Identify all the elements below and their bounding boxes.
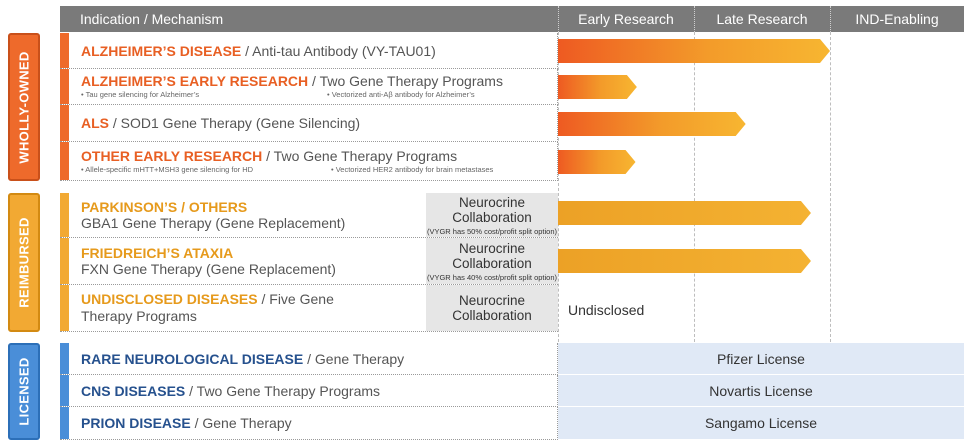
- program-mechanism: / Two Gene Therapy Programs: [185, 382, 381, 399]
- progress-arrow: [558, 39, 830, 63]
- license-band: Pfizer License: [558, 343, 964, 375]
- program-row-prion-disease: PRION DISEASE / Gene Therapy: [60, 407, 558, 440]
- header-indication: Indication / Mechanism: [60, 6, 558, 32]
- progress-arrow: [558, 249, 811, 273]
- program-sub-item: • Vectorized HER2 antibody for brain met…: [331, 164, 494, 174]
- program-mechanism: / SOD1 Gene Therapy (Gene Silencing): [109, 115, 361, 131]
- program-name: ALZHEIMER’S DISEASE: [81, 42, 242, 59]
- row-accent: [60, 193, 69, 237]
- header-late-research: Late Research: [694, 6, 830, 32]
- program-mechanism: / Gene Therapy: [303, 350, 405, 367]
- program-mechanism: / Two Gene Therapy Programs: [262, 147, 458, 164]
- collaboration-box: Neurocrine Collaboration (VYGR has 50% c…: [426, 193, 558, 237]
- program-row-friedreichs-ataxia: FRIEDREICH’S ATAXIA FXN Gene Therapy (Ge…: [60, 238, 558, 285]
- program-row-undisclosed-diseases: UNDISCLOSED DISEASES / Five Gene Therapy…: [60, 285, 558, 332]
- program-sub-item: • Tau gene silencing for Alzheimer’s: [81, 90, 200, 99]
- progress-arrow: [558, 201, 811, 225]
- program-row-rare-neurological: RARE NEUROLOGICAL DISEASE / Gene Therapy: [60, 343, 558, 375]
- collaboration-box: Neurocrine Collaboration: [426, 285, 558, 331]
- stage-divider: [558, 32, 559, 342]
- program-row-parkinsons: PARKINSON’S / OTHERS GBA1 Gene Therapy (…: [60, 193, 558, 238]
- progress-arrow: [558, 75, 637, 99]
- group-label-wholly-owned: WHOLLY-OWNED: [8, 33, 40, 181]
- group-label-reimbursed: REIMBURSED: [8, 193, 40, 332]
- program-sub-item: • Vectorized anti-Aβ antibody for Alzhei…: [327, 90, 475, 99]
- row-accent: [60, 238, 69, 284]
- row-accent: [60, 343, 69, 374]
- program-row-other-early-research: OTHER EARLY RESEARCH / Two Gene Therapy …: [60, 142, 558, 181]
- row-accent: [60, 142, 69, 180]
- header-divider: [694, 6, 695, 32]
- stage-divider: [830, 32, 831, 342]
- program-name: ALS: [81, 115, 109, 131]
- program-name: ALZHEIMER’S EARLY RESEARCH: [81, 73, 309, 89]
- program-mechanism: FXN Gene Therapy (Gene Replacement): [81, 261, 336, 277]
- program-mechanism: / Anti-tau Antibody (VY-TAU01): [241, 42, 436, 59]
- progress-arrow: [558, 112, 746, 136]
- row-accent: [60, 33, 69, 68]
- program-name: PRION DISEASE: [81, 415, 191, 431]
- row-accent: [60, 105, 69, 141]
- program-row-cns-diseases: CNS DISEASES / Two Gene Therapy Programs: [60, 375, 558, 407]
- program-name: RARE NEUROLOGICAL DISEASE: [81, 350, 304, 367]
- program-row-alzheimers: ALZHEIMER’S DISEASE / Anti-tau Antibody …: [60, 33, 558, 69]
- collaboration-box: Neurocrine Collaboration (VYGR has 40% c…: [426, 238, 558, 284]
- header-divider: [558, 6, 559, 32]
- header-ind-enabling: IND-Enabling: [830, 6, 964, 32]
- program-name: FRIEDREICH’S ATAXIA: [81, 245, 234, 261]
- header-early-research: Early Research: [558, 6, 694, 32]
- row-accent: [60, 375, 69, 406]
- program-sub-item: • Allele-specific mHTT+MSH3 gene silenci…: [81, 164, 254, 174]
- program-name: OTHER EARLY RESEARCH: [81, 147, 263, 164]
- program-name: PARKINSON’S / OTHERS: [81, 199, 248, 215]
- header-divider: [830, 6, 831, 32]
- row-accent: [60, 285, 69, 331]
- row-accent: [60, 407, 69, 439]
- program-mechanism: / Two Gene Therapy Programs: [308, 73, 503, 89]
- program-name: CNS DISEASES: [81, 382, 186, 399]
- progress-arrow: [558, 150, 636, 174]
- program-row-als: ALS / SOD1 Gene Therapy (Gene Silencing): [60, 105, 558, 142]
- program-mechanism: / Five Gene: [257, 291, 334, 307]
- program-mechanism: / Gene Therapy: [190, 415, 292, 431]
- license-band: Novartis License: [558, 375, 964, 407]
- program-mechanism-cont: Therapy Programs: [81, 308, 197, 324]
- row-accent: [60, 69, 69, 104]
- stage-divider: [694, 32, 695, 342]
- program-row-alzheimers-early-research: ALZHEIMER’S EARLY RESEARCH / Two Gene Th…: [60, 69, 558, 105]
- undisclosed-status: Undisclosed: [568, 302, 645, 318]
- program-mechanism: GBA1 Gene Therapy (Gene Replacement): [81, 215, 346, 231]
- license-band: Sangamo License: [558, 407, 964, 440]
- program-name: UNDISCLOSED DISEASES: [81, 291, 258, 307]
- group-label-licensed: LICENSED: [8, 343, 40, 440]
